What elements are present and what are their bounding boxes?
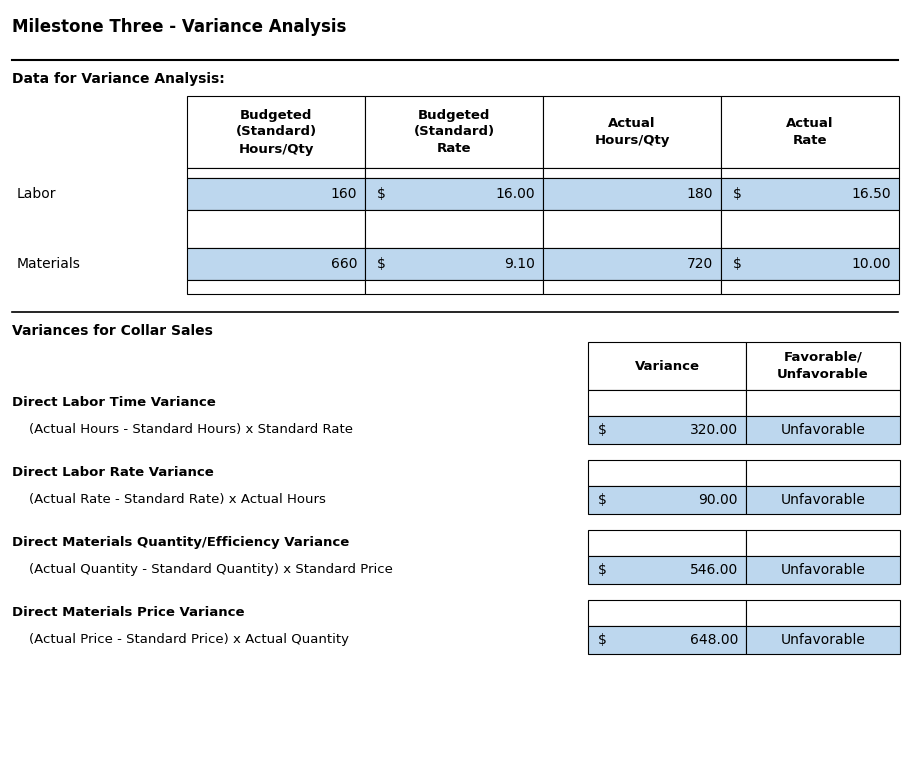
Bar [187, 96, 365, 168]
Bar [543, 96, 721, 168]
Bar [543, 178, 721, 210]
Bar [721, 280, 899, 294]
Bar [746, 390, 900, 416]
Text: $: $ [377, 257, 386, 271]
Text: (Actual Rate - Standard Rate) x Actual Hours: (Actual Rate - Standard Rate) x Actual H… [12, 493, 326, 506]
Text: 546.00: 546.00 [690, 563, 738, 577]
Bar [588, 556, 746, 584]
Bar [187, 168, 365, 178]
Bar [365, 248, 543, 280]
Text: $: $ [598, 563, 607, 577]
Text: 16.50: 16.50 [852, 187, 891, 201]
Text: Budgeted
(Standard)
Hours/Qty: Budgeted (Standard) Hours/Qty [236, 109, 317, 155]
Bar [721, 248, 899, 280]
Bar [543, 210, 721, 248]
Bar [746, 416, 900, 444]
Bar [187, 248, 365, 280]
Text: Direct Labor Rate Variance: Direct Labor Rate Variance [12, 466, 214, 479]
Text: Unfavorable: Unfavorable [781, 493, 865, 507]
Text: Unfavorable: Unfavorable [781, 563, 865, 577]
Text: 660: 660 [330, 257, 357, 271]
Bar [588, 626, 746, 654]
Bar [721, 210, 899, 248]
Bar [365, 96, 543, 168]
Bar [543, 168, 721, 178]
Text: Labor: Labor [17, 187, 56, 201]
Bar [721, 96, 899, 168]
Text: 720: 720 [687, 257, 713, 271]
Text: 9.10: 9.10 [504, 257, 535, 271]
Bar [365, 168, 543, 178]
Text: Variances for Collar Sales: Variances for Collar Sales [12, 324, 213, 338]
Bar [721, 168, 899, 178]
Text: Favorable/
Unfavorable: Favorable/ Unfavorable [777, 351, 869, 381]
Text: (Actual Hours - Standard Hours) x Standard Rate: (Actual Hours - Standard Hours) x Standa… [12, 423, 353, 436]
Text: Direct Materials Quantity/Efficiency Variance: Direct Materials Quantity/Efficiency Var… [12, 536, 349, 549]
Bar [365, 178, 543, 210]
Bar [588, 342, 746, 390]
Bar [365, 210, 543, 248]
Bar [746, 460, 900, 486]
Bar [588, 486, 746, 514]
Text: $: $ [598, 493, 607, 507]
Bar [746, 600, 900, 626]
Bar [187, 280, 365, 294]
Bar [543, 280, 721, 294]
Text: Direct Labor Time Variance: Direct Labor Time Variance [12, 396, 216, 409]
Text: $: $ [733, 257, 742, 271]
Text: Actual
Hours/Qty: Actual Hours/Qty [594, 117, 670, 147]
Text: (Actual Quantity - Standard Quantity) x Standard Price: (Actual Quantity - Standard Quantity) x … [12, 563, 393, 576]
Text: Unfavorable: Unfavorable [781, 633, 865, 647]
Bar [746, 342, 900, 390]
Text: 320.00: 320.00 [690, 423, 738, 437]
Text: 10.00: 10.00 [852, 257, 891, 271]
Text: $: $ [598, 633, 607, 647]
Text: 16.00: 16.00 [495, 187, 535, 201]
Text: $: $ [598, 423, 607, 437]
Bar [588, 460, 746, 486]
Text: 180: 180 [686, 187, 713, 201]
Text: $: $ [733, 187, 742, 201]
Bar [588, 390, 746, 416]
Bar [365, 280, 543, 294]
Text: 90.00: 90.00 [699, 493, 738, 507]
Text: Variance: Variance [634, 360, 700, 372]
Bar [187, 178, 365, 210]
Text: Actual
Rate: Actual Rate [786, 117, 834, 147]
Bar [746, 556, 900, 584]
Text: Materials: Materials [17, 257, 81, 271]
Text: $: $ [377, 187, 386, 201]
Text: Direct Materials Price Variance: Direct Materials Price Variance [12, 606, 245, 619]
Text: (Actual Price - Standard Price) x Actual Quantity: (Actual Price - Standard Price) x Actual… [12, 633, 349, 646]
Text: 160: 160 [330, 187, 357, 201]
Bar [746, 530, 900, 556]
Text: Budgeted
(Standard)
Rate: Budgeted (Standard) Rate [413, 109, 494, 155]
Text: 648.00: 648.00 [690, 633, 738, 647]
Bar [187, 210, 365, 248]
Text: Data for Variance Analysis:: Data for Variance Analysis: [12, 72, 225, 86]
Bar [721, 178, 899, 210]
Bar [588, 530, 746, 556]
Bar [543, 248, 721, 280]
Text: Milestone Three - Variance Analysis: Milestone Three - Variance Analysis [12, 18, 347, 36]
Bar [746, 626, 900, 654]
Bar [746, 486, 900, 514]
Text: Unfavorable: Unfavorable [781, 423, 865, 437]
Bar [588, 600, 746, 626]
Bar [588, 416, 746, 444]
